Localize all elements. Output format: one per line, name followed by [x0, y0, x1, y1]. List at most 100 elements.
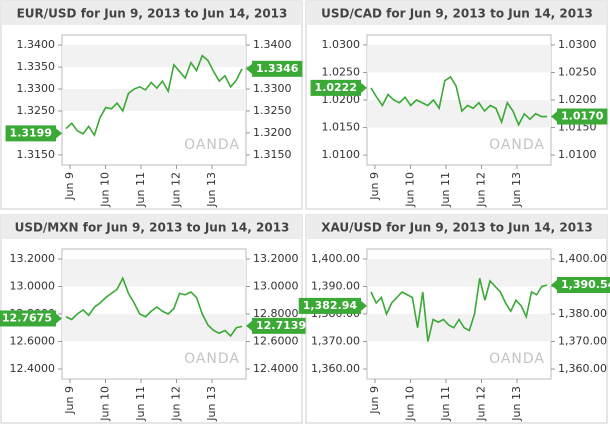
callout-arrow	[361, 82, 367, 93]
y-tick-label: 13.0000	[10, 280, 56, 293]
chart-title: EUR/USD for Jun 9, 2013 to Jun 14, 2013	[17, 7, 288, 21]
grid-band	[62, 259, 246, 287]
price-line	[65, 276, 243, 338]
y-tick-label: 1,380.00	[558, 307, 607, 320]
x-tick-label: Jun 13	[510, 172, 523, 208]
grid-band	[367, 259, 551, 287]
x-tick-label: Jun 13	[205, 172, 218, 208]
callout-arrow	[246, 63, 252, 74]
y-tick-label: 1.0300	[558, 38, 597, 51]
x-tick-label: Jun 9	[63, 172, 76, 201]
x-tick-label: Jun 10	[99, 386, 112, 422]
callout-box	[310, 79, 361, 96]
price-line	[370, 75, 547, 127]
y-tick-label: 1.3250	[17, 104, 56, 117]
x-tick-label: Jun 13	[510, 386, 523, 422]
grid-band	[62, 45, 246, 68]
callout-box	[252, 317, 311, 334]
callout-label: 1.3199	[10, 126, 52, 139]
y-tick-label: 13.2000	[10, 252, 56, 265]
y-tick-label: 1,360.00	[311, 362, 360, 375]
callout-arrow	[551, 280, 557, 291]
callout-box	[557, 277, 610, 294]
callout-label: 1.3346	[256, 62, 299, 75]
callout: 1.0222	[310, 79, 367, 96]
callout-box	[0, 310, 56, 327]
x-tick-label: Jun 13	[205, 386, 218, 422]
callout-box	[557, 108, 608, 125]
callout-label: 1.0170	[561, 110, 604, 123]
callout-arrow	[361, 300, 367, 311]
callout-arrow	[56, 313, 62, 324]
callout: 1,382.94	[298, 297, 367, 314]
y-tick-label: 12.4000	[253, 362, 299, 375]
price-line	[65, 54, 243, 137]
chart-title: USD/CAD for Jun 9, 2013 to Jun 14, 2013	[321, 7, 593, 21]
callout-label: 1,390.54	[561, 278, 610, 291]
y-tick-label: 1.3400	[17, 38, 56, 51]
y-tick-label: 1.0200	[322, 93, 361, 106]
callout-label: 1.0222	[315, 81, 357, 94]
y-tick-label: 1.3400	[253, 38, 292, 51]
x-tick-label: Jun 11	[134, 386, 147, 422]
y-tick-label: 1.0100	[322, 148, 361, 161]
y-tick-label: 1,400.00	[558, 252, 607, 265]
x-tick-label: Jun 10	[404, 172, 417, 208]
y-tick-label: 1.3250	[253, 104, 292, 117]
x-tick-label: Jun 10	[99, 172, 112, 208]
x-tick-label: Jun 10	[404, 386, 417, 422]
callout: 12.7675	[0, 310, 62, 327]
y-tick-label: 1.0200	[558, 93, 597, 106]
y-tick-label: 1,370.00	[311, 334, 360, 347]
callout: 1.3199	[5, 125, 62, 142]
callout: 1,390.54	[551, 277, 610, 294]
callout-box	[252, 60, 303, 77]
x-tick-label: Jun 11	[134, 172, 147, 208]
y-tick-label: 13.2000	[253, 252, 299, 265]
watermark: OANDA	[184, 351, 240, 367]
callout: 1.0170	[551, 108, 608, 125]
callout-arrow	[246, 320, 252, 331]
y-tick-label: 1.3350	[17, 60, 56, 73]
callout-arrow	[551, 111, 557, 122]
y-tick-label: 1.0150	[322, 121, 361, 134]
x-tick-label: Jun 9	[368, 172, 381, 201]
y-tick-label: 1,370.00	[558, 334, 607, 347]
y-tick-label: 1.3300	[17, 82, 56, 95]
callout-arrow	[56, 128, 62, 139]
y-tick-label: 1.0300	[322, 38, 361, 51]
grid-band	[62, 89, 246, 111]
title-bar	[1, 1, 302, 25]
y-tick-label: 1.3200	[253, 126, 292, 139]
x-tick-label: Jun 12	[170, 172, 183, 208]
x-tick-label: Jun 12	[475, 386, 488, 422]
y-tick-label: 12.4000	[10, 362, 56, 375]
callout: 1.3346	[246, 60, 303, 77]
y-tick-label: 1,400.00	[311, 252, 360, 265]
watermark: OANDA	[489, 351, 545, 367]
watermark: OANDA	[184, 137, 240, 153]
y-tick-label: 1.0250	[558, 65, 597, 78]
y-tick-label: 1,390.00	[311, 280, 360, 293]
callout-label: 12.7675	[2, 311, 52, 324]
x-tick-label: Jun 11	[439, 386, 452, 422]
watermark: OANDA	[489, 137, 545, 153]
callout: 12.7139	[246, 317, 311, 334]
title-bar	[1, 215, 302, 239]
callout-label: 12.7139	[256, 319, 306, 332]
y-tick-label: 1.3150	[253, 148, 292, 161]
callout-label: 1,382.94	[303, 299, 358, 312]
x-tick-label: Jun 12	[475, 172, 488, 208]
title-bar	[306, 215, 607, 239]
x-tick-label: Jun 9	[368, 386, 381, 415]
y-tick-label: 1.0100	[558, 148, 597, 161]
y-tick-label: 1.3150	[17, 148, 56, 161]
callout-box	[5, 125, 56, 142]
chart-title: USD/MXN for Jun 9, 2013 to Jun 14, 2013	[15, 221, 290, 235]
chart-title: XAU/USD for Jun 9, 2013 to Jun 14, 2013	[321, 221, 593, 235]
title-bar	[306, 1, 607, 25]
x-tick-label: Jun 9	[63, 386, 76, 415]
grid-band	[367, 44, 551, 73]
y-tick-label: 13.0000	[253, 280, 299, 293]
